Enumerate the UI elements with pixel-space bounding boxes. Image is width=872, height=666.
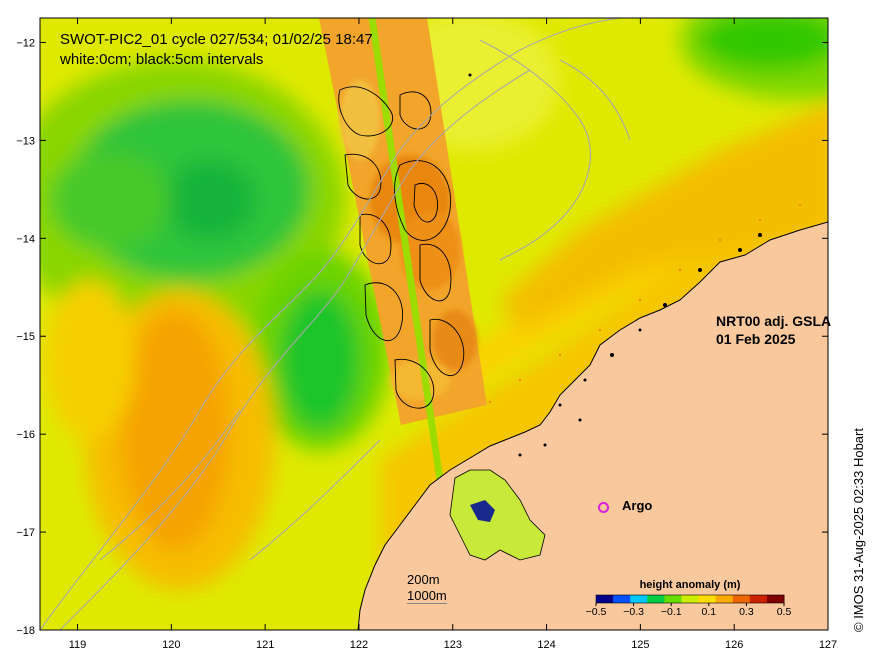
colorbar-swatch-8 bbox=[732, 595, 751, 603]
product-line-2: 01 Feb 2025 bbox=[716, 331, 796, 347]
lat-tick-label-4: −16 bbox=[16, 429, 35, 441]
colorbar-tick-label-0: −0.5 bbox=[585, 606, 607, 618]
colorbar-swatch-6 bbox=[698, 595, 717, 603]
credit-label: © IMOS 31-Aug-2025 02:33 Hobart bbox=[851, 428, 866, 632]
colorbar-tick-label-3: 0.1 bbox=[701, 606, 717, 618]
colorbar-tick-label-1: −0.3 bbox=[623, 606, 644, 618]
lat-tick-label-1: −13 bbox=[16, 135, 35, 147]
title-line-2: white:0cm; black:5cm intervals bbox=[60, 51, 264, 68]
colorbar-swatch-4 bbox=[664, 595, 682, 603]
argo-label: Argo bbox=[622, 498, 653, 513]
colorbar-tick-label-2: −0.1 bbox=[660, 606, 682, 618]
lon-tick-label-8: 127 bbox=[819, 639, 837, 651]
depth-label-200: 200m bbox=[407, 572, 440, 587]
colorbar-frame bbox=[595, 594, 785, 604]
lon-tick-label-0: 119 bbox=[69, 639, 87, 651]
map-title: SWOT-PIC2_01 cycle 027/534; 01/02/25 18:… bbox=[60, 30, 373, 70]
product-label: NRT00 adj. GSLA 01 Feb 2025 bbox=[716, 312, 831, 348]
lat-tick-label-6: −18 bbox=[16, 625, 35, 637]
colorbar-swatch-10 bbox=[766, 595, 785, 603]
lon-tick-label-5: 124 bbox=[537, 639, 555, 651]
colorbar-title: height anomaly (m) bbox=[639, 579, 741, 591]
lon-tick-label-3: 122 bbox=[350, 639, 368, 651]
colorbar-swatch-1 bbox=[613, 595, 631, 603]
coastal-islands bbox=[468, 73, 762, 457]
colorbar-swatch-2 bbox=[630, 595, 648, 603]
lon-tick-label-1: 120 bbox=[162, 639, 180, 651]
lat-tick-label-0: −12 bbox=[16, 37, 35, 49]
colorbar bbox=[595, 594, 785, 606]
colorbar-swatch-0 bbox=[596, 595, 614, 603]
colorbar-swatch-5 bbox=[681, 595, 700, 603]
title-line-1: SWOT-PIC2_01 cycle 027/534; 01/02/25 18:… bbox=[60, 31, 373, 48]
swot-swath bbox=[319, 18, 487, 481]
negative-anomaly-patch bbox=[470, 500, 495, 522]
plot-frame bbox=[39, 17, 829, 631]
lon-tick-label-7: 126 bbox=[725, 639, 743, 651]
lon-axis: 119 120 121 122 123 124 125 126 127 bbox=[69, 18, 837, 651]
product-line-1: NRT00 adj. GSLA bbox=[716, 313, 832, 329]
lon-tick-label-4: 123 bbox=[444, 639, 462, 651]
lat-axis: −12 −13 −14 −15 −16 −17 −18 bbox=[16, 37, 828, 637]
lat-tick-label-3: −15 bbox=[16, 331, 35, 343]
depth-label-1000: 1000m bbox=[407, 588, 447, 604]
colorbar-swatch-9 bbox=[749, 595, 768, 603]
gulf-water bbox=[449, 469, 546, 561]
colorbar-tick-label-5: 0.5 bbox=[776, 606, 792, 618]
lon-tick-label-2: 121 bbox=[256, 639, 274, 651]
lat-tick-label-5: −17 bbox=[16, 527, 35, 539]
colorbar-swatch-7 bbox=[715, 595, 734, 603]
argo-marker-icon bbox=[598, 502, 609, 513]
colorbar-tick-label-4: 0.3 bbox=[739, 606, 754, 618]
lon-tick-label-6: 125 bbox=[631, 639, 649, 651]
colorbar-swatch-3 bbox=[647, 595, 665, 603]
bathymetry-contours bbox=[40, 18, 631, 630]
swot-track-dots bbox=[488, 203, 802, 404]
lat-tick-label-2: −14 bbox=[16, 233, 35, 245]
